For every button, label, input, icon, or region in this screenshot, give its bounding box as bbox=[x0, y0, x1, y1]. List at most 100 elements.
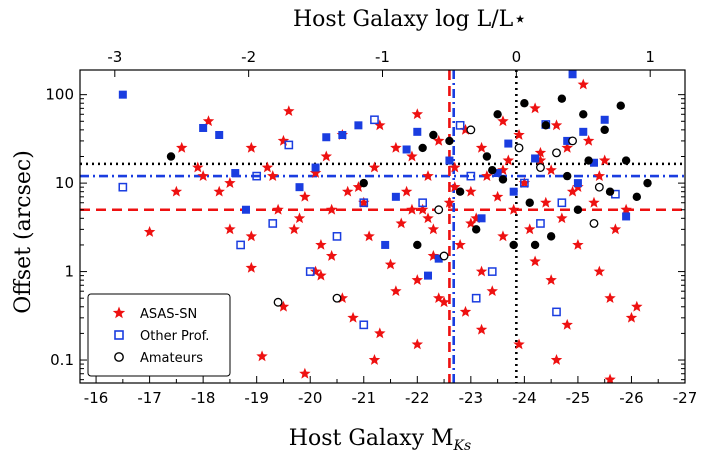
bottom-tick-label: -27 bbox=[673, 389, 698, 407]
bottom-tick-label: -19 bbox=[244, 389, 269, 407]
bottom-tick-label: -16 bbox=[84, 389, 109, 407]
amateur-point-filled bbox=[482, 152, 492, 161]
asassn-point bbox=[170, 185, 183, 197]
prof-point-filled bbox=[424, 271, 433, 280]
prof-point-filled bbox=[504, 139, 513, 148]
asassn-point bbox=[475, 265, 488, 277]
bottom-tick-label: -22 bbox=[405, 389, 430, 407]
asassn-point bbox=[315, 269, 327, 281]
bottom-tick-label: -21 bbox=[352, 389, 377, 407]
asassn-point bbox=[524, 223, 536, 235]
prof-point-filled bbox=[413, 127, 422, 136]
asassn-point bbox=[534, 154, 547, 166]
prof-point-filled bbox=[402, 145, 411, 154]
prof-point-filled bbox=[531, 154, 540, 163]
amateur-point-filled bbox=[563, 171, 572, 181]
prof-point-open bbox=[252, 171, 262, 181]
asassn-point bbox=[261, 161, 274, 173]
asassn-point bbox=[245, 230, 258, 242]
prof-point-open bbox=[359, 198, 369, 208]
asassn-point bbox=[411, 274, 424, 285]
prof-point-filled bbox=[215, 130, 224, 139]
prof-point-filled bbox=[509, 187, 518, 196]
asassn-point bbox=[582, 134, 595, 146]
prof-point-filled bbox=[295, 183, 304, 192]
prof-point-filled bbox=[573, 179, 582, 188]
asassn-point bbox=[213, 185, 225, 197]
asassn-point bbox=[224, 177, 236, 188]
top-axis-title: Host Galaxy log L/L⋆ bbox=[293, 7, 527, 32]
bottom-tick-label: -23 bbox=[459, 389, 484, 407]
asassn-point bbox=[513, 338, 525, 350]
asassn-point bbox=[374, 327, 386, 339]
amateur-point-filled bbox=[418, 143, 427, 153]
asassn-point bbox=[507, 203, 520, 215]
asassn-point bbox=[465, 185, 477, 197]
amateur-point-filled bbox=[573, 205, 583, 214]
asassn-point bbox=[550, 119, 563, 131]
asassn-point bbox=[572, 238, 584, 250]
asassn-point bbox=[325, 250, 338, 261]
amateur-point-filled bbox=[471, 225, 481, 234]
asassn-point bbox=[609, 223, 622, 235]
asassn-point bbox=[540, 196, 552, 208]
amateur-point-filled bbox=[359, 178, 368, 188]
asassn-point bbox=[588, 196, 600, 208]
asassn-point bbox=[368, 161, 381, 173]
amateur-point-open bbox=[439, 251, 449, 261]
amateur-point-open bbox=[568, 136, 578, 146]
asassn-point bbox=[470, 212, 482, 224]
asassn-point bbox=[395, 217, 407, 229]
asassn-point bbox=[545, 164, 557, 176]
asassn-point bbox=[363, 230, 375, 242]
legend-label-amateurs: Amateurs bbox=[140, 351, 203, 366]
legend: ASAS-SN Other Prof. Amateurs bbox=[87, 293, 231, 377]
top-tick-label: -1 bbox=[375, 48, 390, 66]
prof-point-filled bbox=[434, 254, 443, 263]
asassn-point bbox=[604, 292, 616, 304]
asassn-point bbox=[309, 265, 322, 277]
asassn-point bbox=[422, 212, 434, 224]
prof-point-filled bbox=[568, 70, 577, 79]
prof-point-open bbox=[418, 198, 428, 208]
asassn-point bbox=[406, 150, 418, 162]
asassn-point bbox=[481, 170, 493, 181]
asassn-point bbox=[513, 128, 525, 140]
amateur-point-filled bbox=[429, 130, 438, 140]
prof-point-filled bbox=[391, 192, 400, 201]
asassn-point bbox=[400, 185, 413, 197]
amateur-point-open bbox=[466, 125, 476, 135]
asassn-point bbox=[427, 223, 440, 235]
y-tick-label: 10 bbox=[55, 174, 74, 192]
prof-point-open bbox=[557, 198, 567, 208]
y-tick-label: 1 bbox=[64, 263, 74, 281]
asassn-point bbox=[604, 373, 616, 383]
asassn-point bbox=[336, 292, 349, 304]
asassn-point bbox=[422, 170, 434, 181]
prof-point-open bbox=[455, 120, 465, 130]
prof-point-filled bbox=[445, 156, 454, 165]
prof-point-filled bbox=[354, 121, 363, 130]
asassn-point bbox=[315, 238, 327, 250]
asassn-point bbox=[358, 196, 370, 208]
asassn-point bbox=[497, 230, 509, 242]
legend-label-other-prof: Other Prof. bbox=[140, 329, 209, 344]
asassn-point bbox=[245, 141, 258, 153]
legend-entry-amateurs: Amateurs bbox=[114, 351, 203, 366]
y-tick-label: 0.1 bbox=[50, 351, 74, 369]
asassn-point bbox=[433, 134, 445, 146]
asassn-point bbox=[406, 203, 418, 215]
amateur-point-filled bbox=[643, 178, 652, 188]
x-axis-title: Host Galaxy MKs bbox=[289, 426, 471, 454]
prof-point-open bbox=[268, 219, 278, 228]
asassn-point bbox=[256, 350, 268, 362]
asassn-point bbox=[288, 223, 300, 235]
asassn-point bbox=[561, 141, 573, 153]
prof-point-filled bbox=[118, 90, 127, 99]
prof-point-filled bbox=[381, 240, 390, 249]
asassn-point bbox=[368, 354, 381, 365]
asassn-point bbox=[299, 367, 311, 379]
prof-point-filled bbox=[493, 169, 502, 178]
